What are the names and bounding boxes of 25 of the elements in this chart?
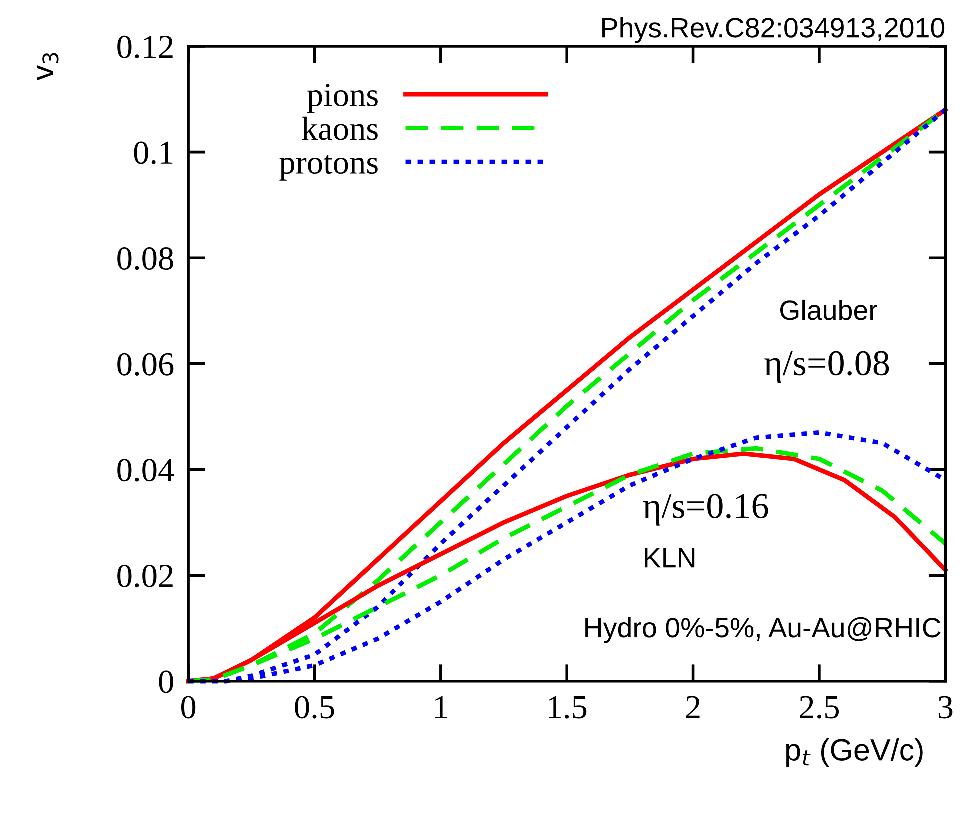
legend-label: pions [307, 84, 378, 114]
x-axis-title: p$_{t}$ (GeV/c) [786, 738, 923, 767]
annotation: η/s=0.08 [764, 351, 890, 383]
legend-label: protons [280, 154, 378, 181]
y-tick-label: 0.08 [118, 248, 174, 270]
x-tick-label: 1 [436, 696, 448, 718]
y-tick-label: 0 [159, 670, 174, 694]
x-tick-label: 1.5 [549, 696, 587, 719]
annotation: Glauber [780, 300, 878, 320]
annotation: KLN [645, 548, 695, 568]
x-tick-label: 0.5 [295, 696, 334, 719]
y-axis-title: v$_{3}$ [37, 53, 59, 81]
annotation: Hydro 0%-5%, Au-Au@RHIC [586, 617, 941, 644]
x-tick-label: 2 [686, 696, 700, 718]
y-tick-label: 0.1 [134, 142, 173, 164]
x-tick-label: 2.5 [800, 696, 839, 719]
text: Phys.Rev.C82:034913,2010 [602, 17, 945, 44]
y-tick-label: 0.12 [118, 36, 173, 59]
y-tick-label: 0.02 [118, 564, 173, 588]
y-tick-label: 0.04 [118, 459, 174, 482]
y-tick-label: 0.06 [118, 353, 174, 376]
x-tick-label: 3 [938, 696, 953, 719]
x-tick-label: 0 [181, 696, 196, 719]
annotation: η/s=0.16 [643, 494, 768, 526]
legend-label: kaons [302, 116, 378, 140]
